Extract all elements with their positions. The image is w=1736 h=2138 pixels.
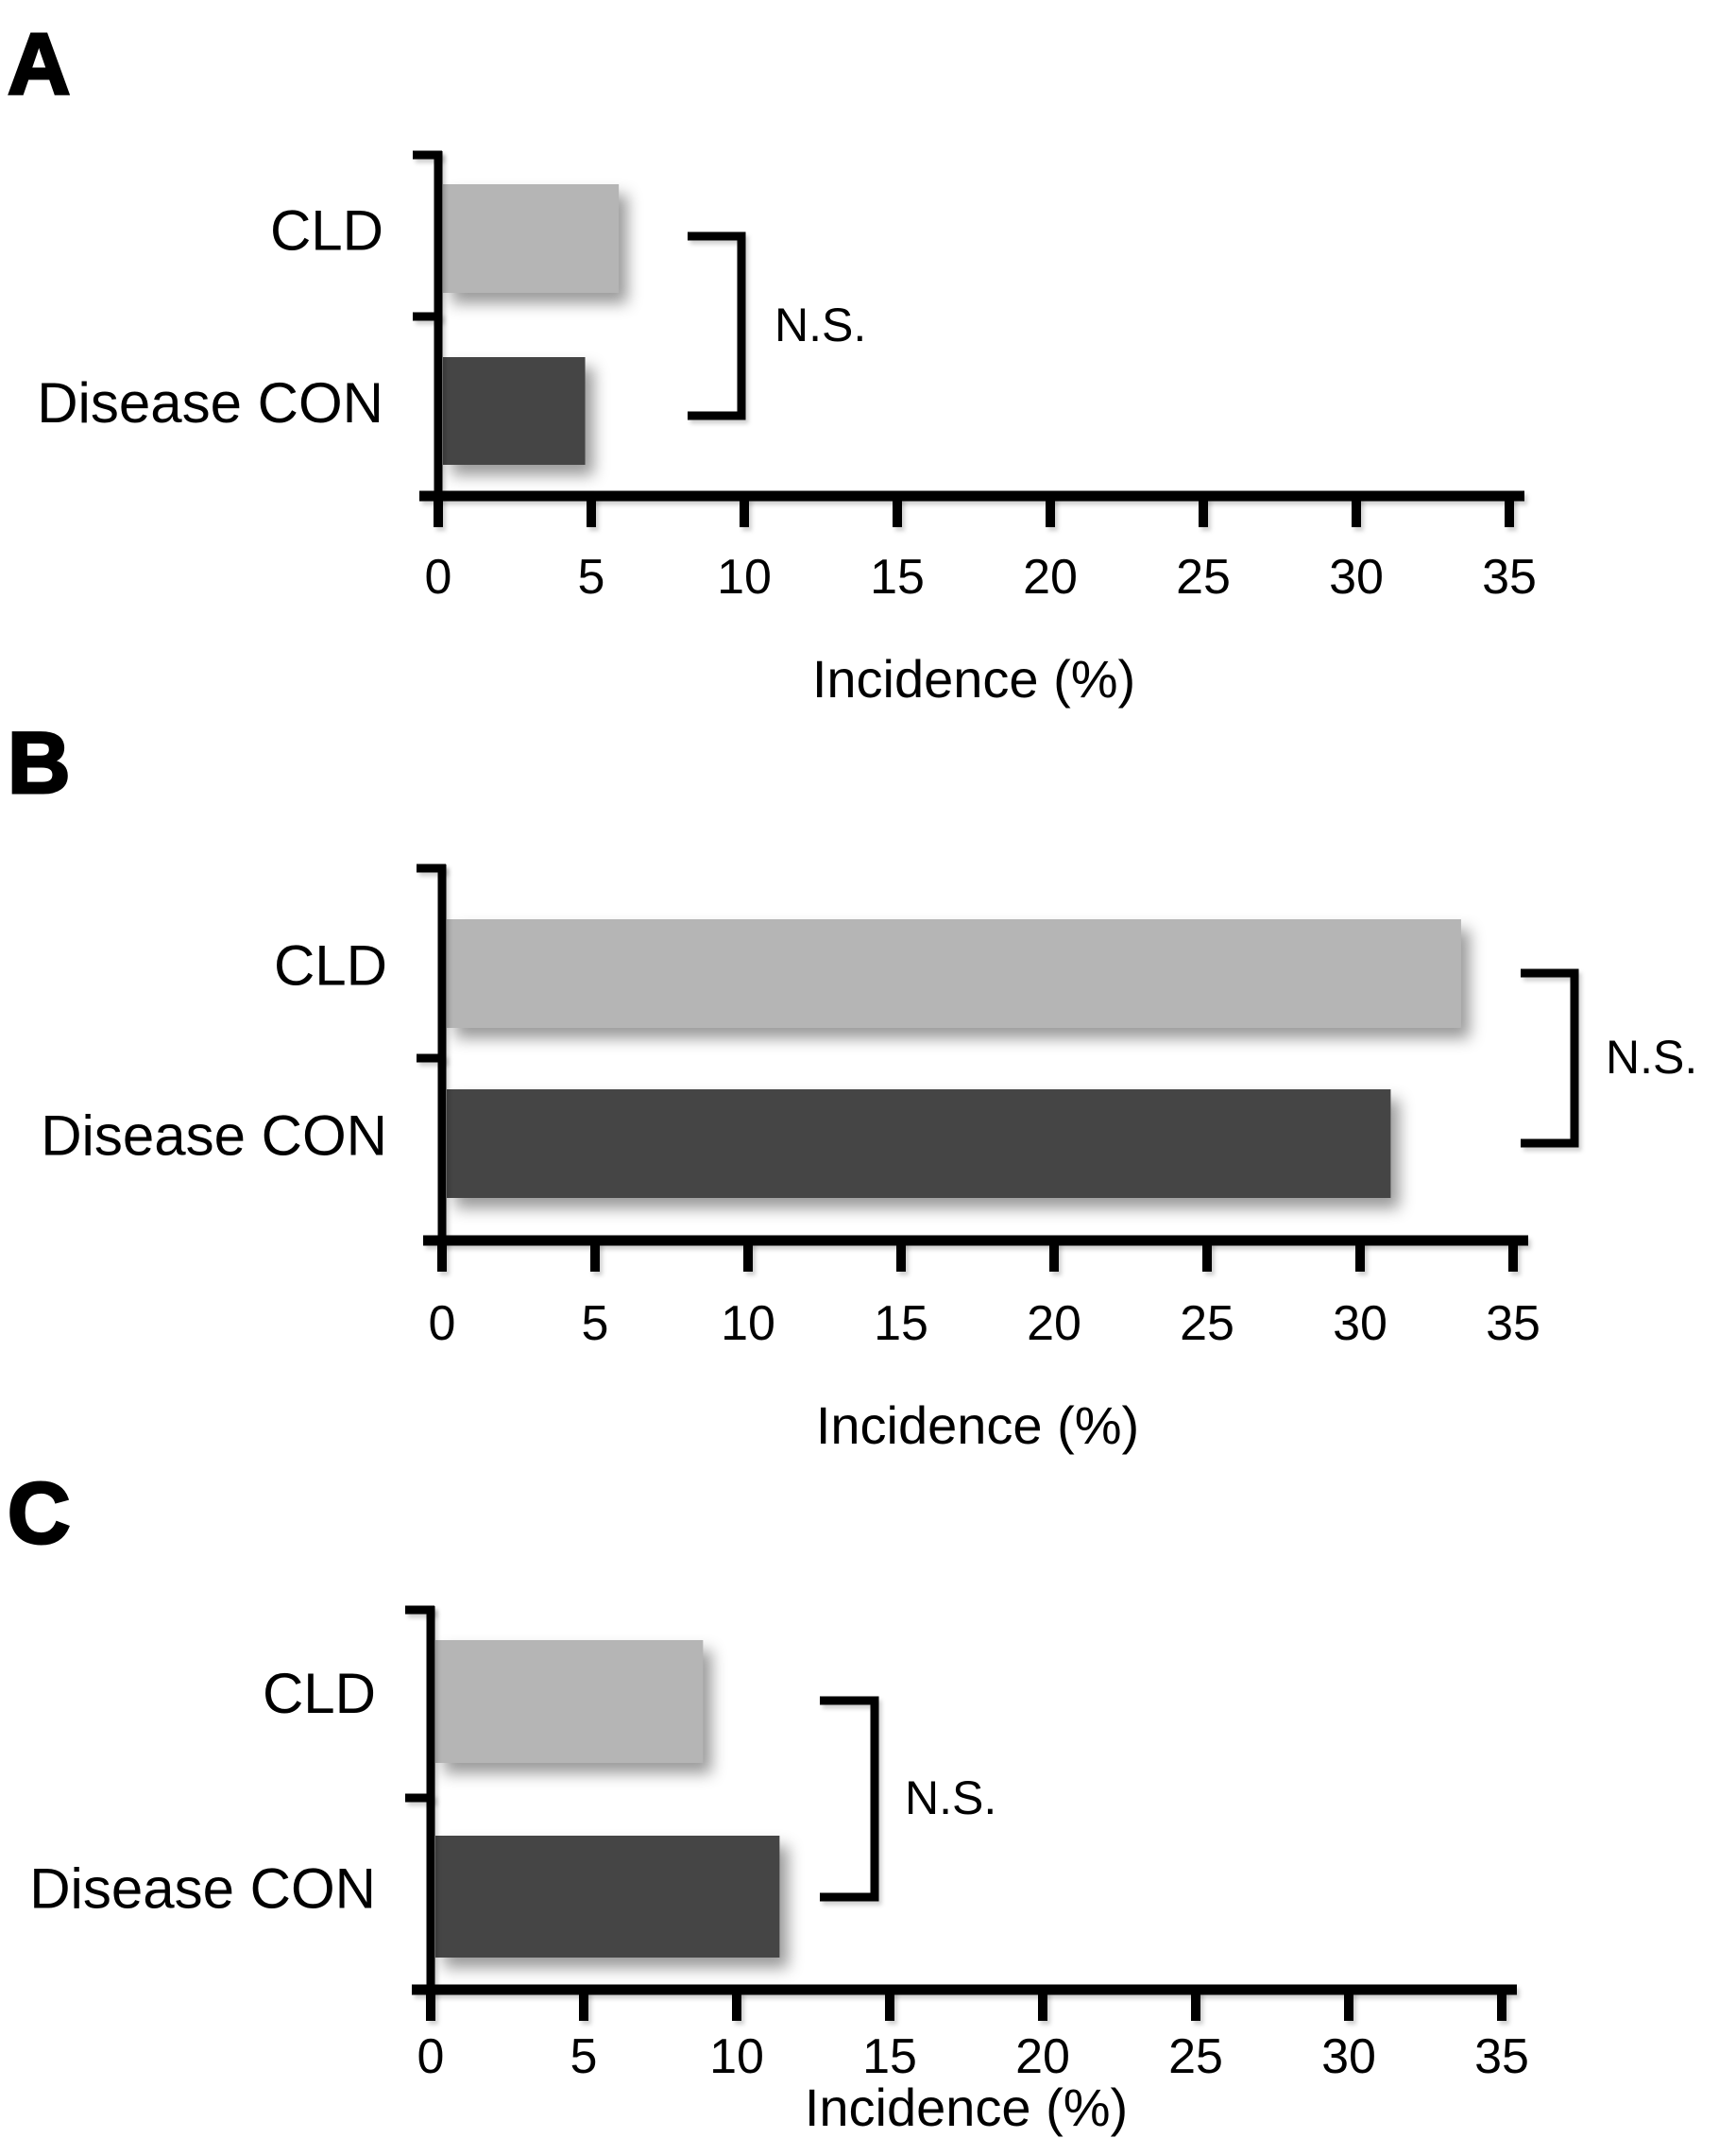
panel-label-b: B [6,715,72,812]
x-tick-label-20: 20 [1027,1296,1081,1351]
x-axis-title: Incidence (%) [816,1395,1139,1455]
x-axis-title: Incidence (%) [812,649,1135,709]
ns-bracket [820,1696,879,1902]
category-label-cld: CLD [263,1662,376,1725]
x-tick-label-0: 0 [429,1296,456,1351]
x-tick-label-5: 5 [582,1296,609,1351]
ns-label: N.S. [1606,1031,1697,1084]
category-label-disease-con: Disease CON [41,1104,387,1168]
panel-b-chart: CLD Disease CON 0 5 10 15 20 25 30 35 Incidence (%… [41,864,1697,1455]
panel-a-chart: CLD Disease CON 0 5 10 15 20 25 30 35 Incidence (%… [37,150,1537,709]
category-label-disease-con: Disease CON [37,371,383,435]
x-axis-title: Incidence (%) [805,2078,1128,2137]
category-label-cld: CLD [274,934,387,998]
x-tick-label-30: 30 [1333,1296,1387,1351]
x-tick-label-25: 25 [1180,1296,1234,1351]
x-tick-label-20: 20 [1023,550,1078,605]
x-tick-label-10: 10 [709,2029,764,2084]
x-tick-label-15: 15 [862,2029,917,2084]
x-tick-label-0: 0 [425,550,452,605]
bar-disease-con [447,1089,1391,1198]
panel-label-c: C [6,1465,72,1562]
ns-bracket [688,231,746,420]
x-tick-label-30: 30 [1321,2029,1376,2084]
x-tick-label-20: 20 [1015,2029,1070,2084]
x-tick-label-0: 0 [417,2029,445,2084]
bar-disease-con [443,357,586,465]
bar-cld [435,1640,704,1763]
x-tick-label-25: 25 [1176,550,1231,605]
x-tick-label-10: 10 [717,550,772,605]
ns-label: N.S. [905,1771,996,1824]
category-label-disease-con: Disease CON [29,1857,376,1921]
panel-c-chart: CLD Disease CON 0 5 10 15 20 25 30 35 Incidence (%… [29,1605,1529,2137]
panel-label-a: A [6,16,72,112]
x-tick-label-25: 25 [1168,2029,1223,2084]
x-tick-label-10: 10 [721,1296,775,1351]
bar-cld [447,919,1461,1028]
x-tick-label-5: 5 [570,2029,598,2084]
x-tick-label-35: 35 [1482,550,1537,605]
category-label-cld: CLD [270,199,383,263]
ns-label: N.S. [774,299,866,351]
x-tick-label-5: 5 [578,550,605,605]
x-tick-label-15: 15 [870,550,925,605]
x-tick-label-35: 35 [1486,1296,1540,1351]
x-tick-label-15: 15 [874,1296,928,1351]
bar-cld [443,184,620,293]
ns-bracket [1521,968,1579,1148]
bar-disease-con [435,1836,780,1958]
x-tick-label-30: 30 [1329,550,1384,605]
x-tick-label-35: 35 [1474,2029,1529,2084]
